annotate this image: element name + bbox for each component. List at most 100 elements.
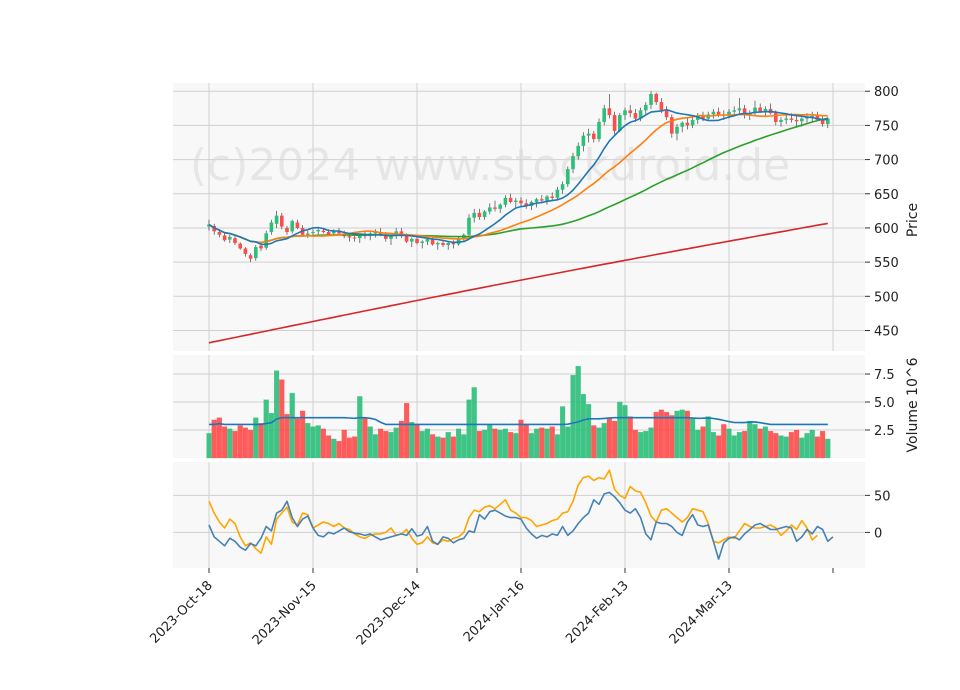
price-tick-label: 750	[874, 119, 899, 134]
price-tick-label: 550	[874, 256, 899, 271]
volume-bar	[216, 417, 222, 459]
candle-body	[540, 199, 544, 201]
oscillator-tick-label: 0	[874, 526, 882, 541]
volume-bar	[346, 437, 352, 459]
volume-bar	[648, 427, 654, 459]
candle-body	[222, 235, 227, 241]
oscillator-tick-label: 50	[874, 489, 891, 504]
volume-bar	[726, 428, 732, 459]
volume-bar	[518, 419, 524, 459]
volume-bar	[716, 435, 722, 459]
volume-bar	[310, 426, 316, 459]
volume-bar	[232, 430, 238, 459]
volume-bar	[606, 418, 612, 459]
volume-tick-label: 2.5	[874, 424, 895, 439]
volume-bar	[544, 428, 550, 459]
candle-body	[607, 108, 612, 116]
candle-body	[446, 242, 450, 246]
candle-body	[228, 236, 232, 240]
candle-body	[690, 119, 695, 126]
candle-body	[295, 222, 300, 228]
candle-body	[441, 242, 445, 246]
volume-bar	[747, 420, 753, 459]
volume-bar	[554, 434, 560, 459]
volume-bar	[268, 413, 274, 459]
volume-bar	[242, 427, 248, 459]
volume-bar	[263, 399, 269, 459]
volume-bar	[778, 435, 784, 459]
candle-body	[477, 212, 482, 217]
price-tick-label: 800	[874, 85, 899, 100]
volume-bar	[471, 387, 477, 459]
price-panel-bg	[173, 83, 865, 351]
volume-tick-label: 7.5	[874, 368, 895, 383]
price-tick-label: 450	[874, 324, 899, 339]
volume-bar	[710, 432, 716, 459]
candle-body	[566, 169, 570, 185]
candle-body	[290, 221, 294, 232]
candle-body	[680, 122, 684, 127]
candle-body	[763, 108, 768, 112]
volume-bar	[326, 435, 332, 459]
candle-body	[451, 242, 456, 245]
price-tick-label: 500	[874, 290, 899, 305]
volume-bar	[669, 415, 675, 459]
volume-bar	[695, 429, 701, 459]
volume-bar	[331, 438, 337, 459]
volume-bar	[497, 429, 503, 459]
candle-body	[774, 113, 778, 122]
volume-bar	[378, 428, 384, 459]
candle-body	[332, 230, 336, 234]
volume-bar	[804, 433, 810, 459]
volume-bar	[258, 423, 264, 459]
candle-body	[280, 215, 284, 227]
volume-bar	[825, 438, 831, 459]
volume-bar	[690, 417, 696, 459]
volume-bar	[752, 424, 758, 459]
volume-bar	[476, 430, 482, 459]
candle-body	[384, 234, 388, 239]
candle-body	[269, 222, 274, 233]
volume-bar	[627, 416, 633, 459]
candle-body	[628, 110, 632, 114]
volume-bar	[643, 430, 649, 459]
volume-bar	[799, 437, 805, 459]
candle-body	[259, 245, 263, 249]
volume-bar	[409, 422, 415, 459]
volume-bar	[211, 419, 217, 459]
volume-bar	[404, 402, 410, 459]
volume-bar	[248, 429, 254, 459]
candle-body	[659, 102, 664, 111]
candle-body	[493, 207, 497, 209]
candle-body	[233, 238, 237, 243]
volume-bar	[398, 420, 404, 459]
candle-body	[664, 110, 669, 118]
volume-bar	[560, 406, 566, 459]
volume-axis-title: Volume 10^6	[905, 357, 921, 452]
volume-bar	[450, 436, 456, 459]
volume-bar	[549, 426, 555, 459]
volume-bar	[357, 396, 363, 459]
candle-body	[420, 241, 424, 243]
candle-body	[425, 238, 430, 242]
price-tick-label: 600	[874, 222, 899, 237]
volume-bar	[684, 410, 690, 459]
volume-bar	[482, 429, 488, 459]
candle-body	[482, 211, 487, 217]
volume-bar	[383, 430, 389, 459]
x-tick-label: 2024-Jan-16	[461, 578, 528, 645]
candle-body	[758, 107, 762, 112]
candle-body	[649, 93, 653, 105]
volume-bar	[534, 428, 540, 459]
candle-body	[326, 232, 331, 235]
volume-bar	[419, 430, 425, 459]
volume-bar	[575, 366, 581, 459]
volume-bar	[591, 425, 597, 459]
oscillator-blue-line	[208, 491, 834, 560]
candle-body	[488, 207, 492, 212]
volume-bar	[508, 432, 514, 459]
candle-body	[826, 118, 830, 125]
candle-body	[794, 119, 799, 122]
candle-body	[545, 196, 549, 201]
